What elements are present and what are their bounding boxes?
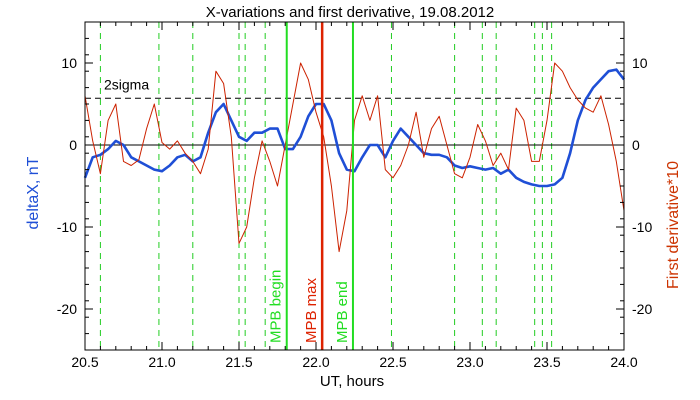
x-tick-label: 21.0 xyxy=(148,354,175,370)
x-tick-label: 21.5 xyxy=(225,354,252,370)
left-y-axis-label: deltaX, nT xyxy=(25,156,42,229)
derivative-series-line xyxy=(84,62,625,253)
mpb-marker-label: MPB max xyxy=(303,277,320,343)
mpb-marker-label: MPB end xyxy=(334,281,351,343)
x-tick-label: 23.0 xyxy=(456,354,483,370)
mpb-marker-label: MPB begin xyxy=(268,270,285,343)
left-y-tick-label: 10 xyxy=(61,55,77,71)
left-y-tick-label: -20 xyxy=(57,301,77,317)
right-y-tick-label: -10 xyxy=(632,219,652,235)
chart-title: X-variations and first derivative, 19.08… xyxy=(206,4,495,21)
right-y-tick-label: 10 xyxy=(632,55,648,71)
left-y-tick-label: 0 xyxy=(69,137,77,153)
right-y-tick-label: 0 xyxy=(632,137,640,153)
sigma-label: 2sigma xyxy=(104,76,149,92)
x-tick-label: 22.5 xyxy=(379,354,406,370)
right-y-tick-label: -20 xyxy=(632,301,652,317)
x-tick-label: 24.0 xyxy=(610,354,637,370)
x-tick-label: 22.0 xyxy=(302,354,329,370)
deltax-series-line xyxy=(83,68,626,188)
x-axis-label: UT, hours xyxy=(320,373,384,390)
x-tick-label: 23.5 xyxy=(533,354,560,370)
right-y-axis-label: First derivative*10 xyxy=(665,161,682,289)
x-tick-label: 20.5 xyxy=(71,354,98,370)
left-y-tick-label: -10 xyxy=(57,219,77,235)
plot-area: 2sigma MPB begin MPB max MPB end 20.5 21.0 21.… xyxy=(57,21,652,370)
